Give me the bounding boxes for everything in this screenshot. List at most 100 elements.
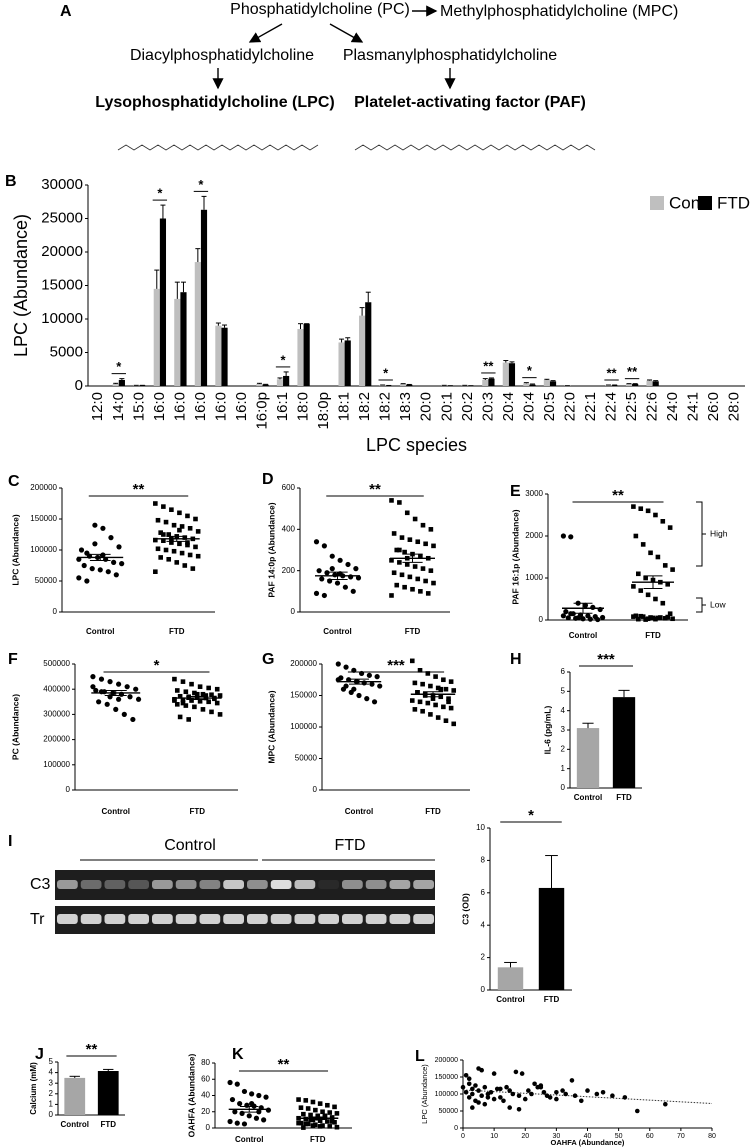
data-point [308,1112,313,1118]
y-tick-label: 10000 [41,310,83,327]
x-tick-label: 16:0 [151,392,168,421]
x-tick-label: 24:1 [685,392,702,421]
x-tick-label: 20:0 [418,392,435,421]
band [413,880,434,889]
data-point [113,706,119,712]
data-point [407,574,413,580]
data-point [516,1107,522,1112]
data-point [96,699,102,705]
panel-a: A Phosphatidylcholine (PC) Methylphospha… [60,1,678,151]
data-point [364,696,370,702]
data-point [585,1088,590,1093]
y-axis-title: OAHFA (Abundance) [186,1053,196,1137]
x-axis-title: LPC species [366,435,467,455]
data-point [428,683,433,689]
data-point [491,1071,497,1076]
data-point [568,534,574,540]
data-point [636,616,641,622]
data-point [296,1120,301,1126]
data-point [420,681,425,687]
data-point [428,568,434,573]
panel-label: E [510,483,521,500]
y-tick-label: 2000 [525,531,543,540]
node-label: Phosphatidylcholine (PC) [230,1,410,18]
y-tick-label: 0 [49,1110,54,1119]
data-point [334,580,341,586]
data-point [423,541,428,547]
y-tick-label: 6 [561,667,566,676]
data-point [402,584,407,590]
data-point [391,531,397,536]
y-tick-label: 3 [49,1078,54,1087]
data-point [161,538,166,543]
band [199,914,221,924]
data-point [107,694,113,700]
panel-label: F [8,651,18,668]
data-point [633,613,639,619]
data-point [317,1101,323,1106]
arrow [248,23,283,43]
data-point [329,566,335,572]
data-point [446,699,451,705]
data-point [460,1084,466,1090]
data-point [76,575,82,581]
data-point [645,508,651,514]
data-point [172,676,177,682]
data-point [529,1091,534,1097]
data-point [313,539,320,545]
data-point [209,709,214,715]
bar [262,384,269,386]
data-point [645,616,651,622]
data-point [169,540,174,545]
data-point [93,687,99,694]
y-tick-label: 5000 [50,343,83,360]
data-point [214,686,220,692]
data-point [317,1124,323,1129]
data-point [217,712,223,717]
data-point [301,1125,306,1130]
data-point [538,1084,544,1090]
y-axis-title: Calcium (mM) [29,1062,38,1115]
node-label: Methylphosphatidylcholine (MPC) [440,3,678,20]
y-tick-label: 1 [561,764,566,773]
significance: ** [133,481,145,498]
data-point [342,584,348,590]
data-point [415,576,421,582]
data-point [428,527,434,532]
data-point [187,526,193,531]
x-tick-label: 18:3 [397,392,414,421]
data-point [431,543,436,549]
significance: * [116,359,122,374]
data-point [234,1120,240,1126]
y-tick-label: 8 [481,856,486,865]
annotation: Low [710,599,726,609]
data-point [310,1123,316,1128]
data-point [369,681,375,687]
y-tick-label: 60 [201,1074,210,1083]
data-point [337,557,343,563]
y-tick-label: 0 [481,985,486,994]
data-point [303,1121,309,1127]
data-point [163,519,169,525]
x-tick-label: 70 [677,1133,685,1140]
data-point [415,539,421,545]
data-point [402,549,407,555]
data-point [399,535,405,540]
data-point [356,692,362,699]
data-point [161,532,166,537]
data-point [90,674,96,680]
x-tick-label: 60 [646,1133,654,1140]
data-point [389,593,394,598]
annotation: High [710,528,728,538]
y-tick-label: 3 [561,725,566,734]
data-point [166,557,172,562]
data-point [163,547,169,553]
y-axis-title: C3 (OD) [460,893,470,925]
y-axis-title: LPC (Abundance) [11,214,31,357]
data-point [334,1124,340,1130]
bar [508,363,516,386]
y-tick-label: 100000 [30,545,57,554]
data-point [420,522,426,528]
data-point [667,611,673,616]
panel-label: B [5,173,17,190]
